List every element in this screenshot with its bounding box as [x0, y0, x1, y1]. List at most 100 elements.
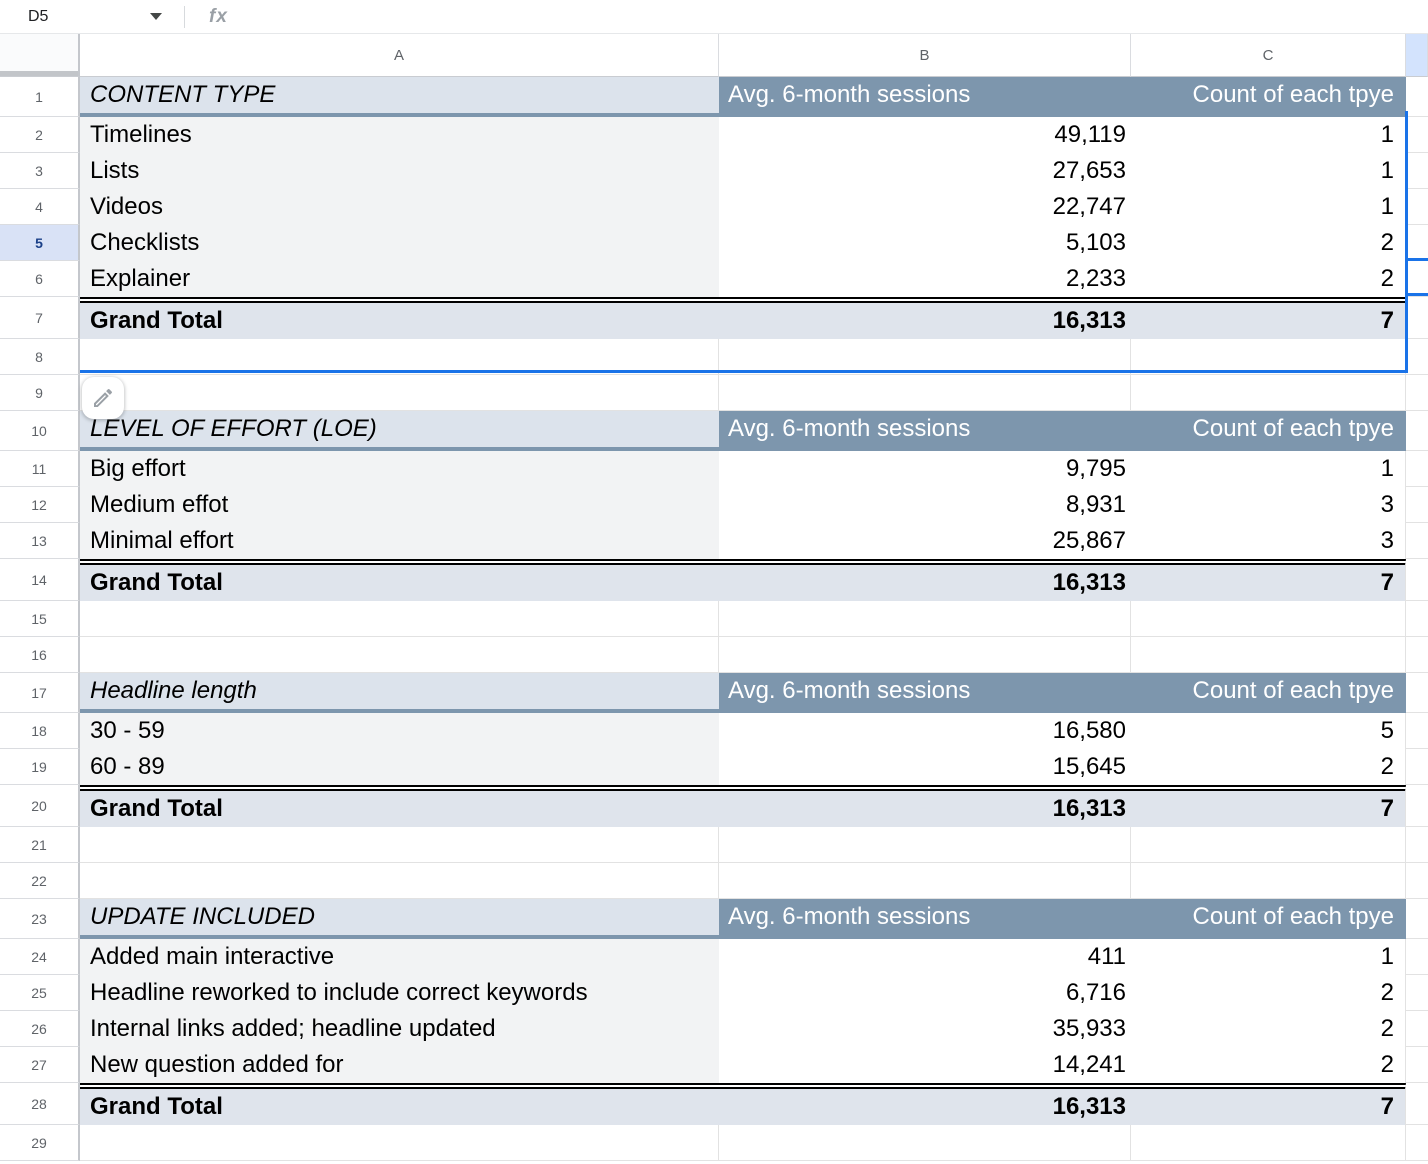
cell-C25[interactable]: 2: [1131, 975, 1406, 1011]
row-header-25[interactable]: 25: [0, 975, 80, 1011]
cell-C16[interactable]: [1131, 637, 1406, 673]
row-header-6[interactable]: 6: [0, 261, 80, 297]
name-box[interactable]: D5: [0, 8, 170, 26]
cell-D28[interactable]: [1406, 1083, 1428, 1125]
cell-A6[interactable]: Explainer: [80, 261, 719, 297]
cell-A5[interactable]: Checklists: [80, 225, 719, 261]
cell-C27[interactable]: 2: [1131, 1047, 1406, 1083]
cell-C5[interactable]: 2: [1131, 225, 1406, 261]
row-header-28[interactable]: 28: [0, 1083, 80, 1125]
cell-B4[interactable]: 22,747: [1052, 193, 1126, 220]
row-header-13[interactable]: 13: [0, 523, 80, 559]
cell-D14[interactable]: [1406, 559, 1428, 601]
cell-C12[interactable]: 3: [1131, 487, 1406, 523]
cell-A18[interactable]: 30 - 59: [80, 713, 719, 749]
row-header-9[interactable]: 9: [0, 375, 80, 411]
cell-B25[interactable]: 6,716: [1065, 979, 1126, 1006]
cell-C19[interactable]: 2: [1131, 749, 1406, 785]
cell-A7[interactable]: Grand Total: [80, 297, 719, 339]
cell-A21[interactable]: [80, 827, 719, 863]
cell-C2[interactable]: 1: [1131, 117, 1406, 153]
cell-D20[interactable]: [1406, 785, 1428, 827]
row-header-19[interactable]: 19: [0, 749, 80, 785]
cell-D19[interactable]: [1406, 749, 1428, 785]
cell-C10[interactable]: Count of each tpye: [1131, 411, 1406, 451]
cell-D5-active[interactable]: [1406, 225, 1428, 261]
cell-A15[interactable]: [80, 601, 719, 637]
cell-D1[interactable]: [1406, 77, 1428, 117]
row-header-27[interactable]: 27: [0, 1047, 80, 1083]
cell-B2[interactable]: 49,119: [1054, 121, 1126, 148]
row-header-5-selected[interactable]: 5: [0, 225, 80, 261]
cell-D4[interactable]: [1406, 189, 1428, 225]
cell-B12[interactable]: 8,931: [1065, 491, 1126, 518]
cell-C22[interactable]: [1131, 863, 1406, 899]
cell-D24[interactable]: [1406, 939, 1428, 975]
row-header-11[interactable]: 11: [0, 451, 80, 487]
row-header-26[interactable]: 26: [0, 1011, 80, 1047]
cell-B5[interactable]: 5,103: [1065, 229, 1126, 256]
cell-B21[interactable]: [719, 827, 1131, 863]
cell-A20[interactable]: Grand Total: [80, 785, 719, 827]
row-header-24[interactable]: 24: [0, 939, 80, 975]
cell-A14[interactable]: Grand Total: [80, 559, 719, 601]
cell-A17[interactable]: Headline length: [80, 673, 719, 713]
cell-C4[interactable]: 1: [1131, 189, 1406, 225]
cell-A28[interactable]: Grand Total: [80, 1083, 719, 1125]
cell-D6[interactable]: [1406, 261, 1428, 297]
edit-pivot-table-button[interactable]: [82, 377, 124, 419]
cell-B3[interactable]: 27,653: [1052, 157, 1126, 184]
cell-C18[interactable]: 5: [1131, 713, 1406, 749]
cell-A24[interactable]: Added main interactive: [80, 939, 719, 975]
cell-A27[interactable]: New question added for: [80, 1047, 719, 1083]
cell-D23[interactable]: [1406, 899, 1428, 939]
cell-C20[interactable]: 7: [1131, 785, 1406, 827]
row-header-10[interactable]: 10: [0, 411, 80, 451]
cell-A23[interactable]: UPDATE INCLUDED: [80, 899, 719, 939]
cell-C17[interactable]: Count of each tpye: [1131, 673, 1406, 713]
cell-D10[interactable]: [1406, 411, 1428, 451]
cell-A11[interactable]: Big effort: [80, 451, 719, 487]
cell-B22[interactable]: [719, 863, 1131, 899]
cell-B6[interactable]: 2,233: [1065, 265, 1126, 292]
cell-C24[interactable]: 1: [1131, 939, 1406, 975]
cell-B24[interactable]: 411: [1087, 943, 1126, 970]
cell-C26[interactable]: 2: [1131, 1011, 1406, 1047]
cell-B28[interactable]: 16,313: [719, 1083, 1131, 1125]
cell-C21[interactable]: [1131, 827, 1406, 863]
cell-C23[interactable]: Count of each tpye: [1131, 899, 1406, 939]
row-header-12[interactable]: 12: [0, 487, 80, 523]
cell-A22[interactable]: [80, 863, 719, 899]
cell-A8[interactable]: [80, 339, 719, 375]
cell-D21[interactable]: [1406, 827, 1428, 863]
cell-A25[interactable]: Headline reworked to include correct key…: [80, 975, 719, 1011]
row-header-20[interactable]: 20: [0, 785, 80, 827]
cell-D27[interactable]: [1406, 1047, 1428, 1083]
cell-A29[interactable]: [80, 1125, 719, 1161]
cell-C13[interactable]: 3: [1131, 523, 1406, 559]
row-header-29[interactable]: 29: [0, 1125, 80, 1161]
cell-B19[interactable]: 15,645: [1052, 753, 1126, 780]
cell-D3[interactable]: [1406, 153, 1428, 189]
column-header-c[interactable]: C: [1131, 34, 1406, 77]
cell-C7[interactable]: 7: [1131, 297, 1406, 339]
row-header-3[interactable]: 3: [0, 153, 80, 189]
cell-D15[interactable]: [1406, 601, 1428, 637]
cell-C9[interactable]: [1131, 375, 1406, 411]
cell-A3[interactable]: Lists: [80, 153, 719, 189]
cell-A1[interactable]: CONTENT TYPE: [80, 77, 719, 117]
cell-B20[interactable]: 16,313: [719, 785, 1131, 827]
cell-D11[interactable]: [1406, 451, 1428, 487]
column-header-b[interactable]: B: [719, 34, 1131, 77]
cell-B13[interactable]: 25,867: [1052, 527, 1126, 554]
cell-A19[interactable]: 60 - 89: [80, 749, 719, 785]
cell-B29[interactable]: [719, 1125, 1131, 1161]
row-header-17[interactable]: 17: [0, 673, 80, 713]
cell-B10[interactable]: Avg. 6-month sessions: [719, 411, 1131, 451]
cell-B27[interactable]: 14,241: [1052, 1051, 1126, 1078]
cell-C15[interactable]: [1131, 601, 1406, 637]
select-all-corner[interactable]: [0, 34, 80, 77]
cell-D26[interactable]: [1406, 1011, 1428, 1047]
cell-A26[interactable]: Internal links added; headline updated: [80, 1011, 719, 1047]
row-header-14[interactable]: 14: [0, 559, 80, 601]
